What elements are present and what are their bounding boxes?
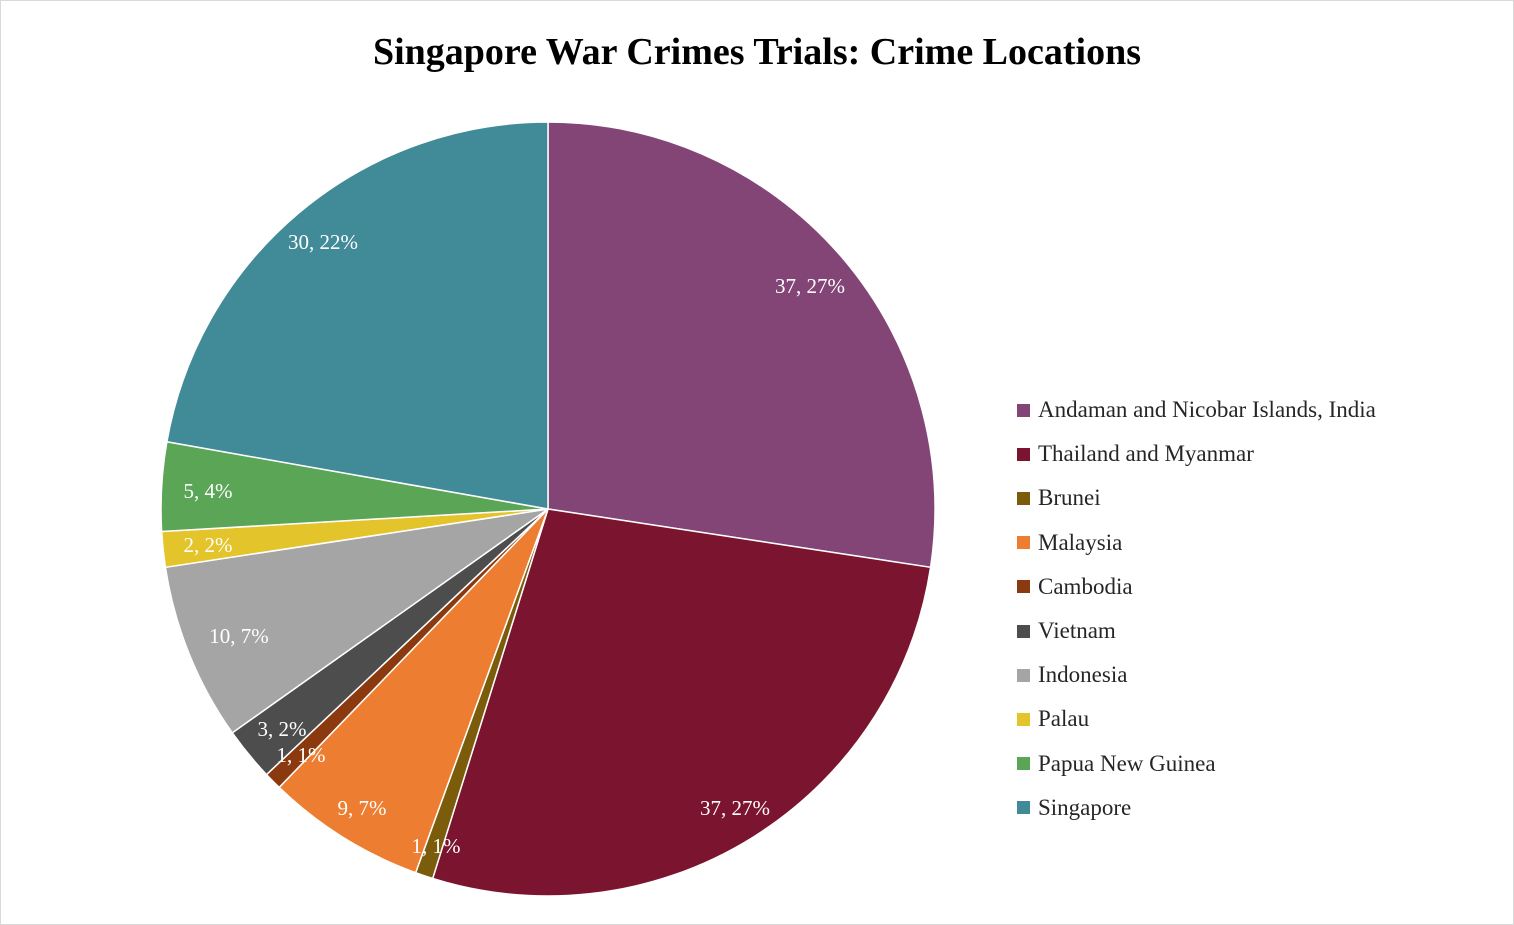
legend-label: Andaman and Nicobar Islands, India xyxy=(1038,397,1376,423)
slice-label-0: 37, 27% xyxy=(775,274,845,298)
slice-label-7: 2, 2% xyxy=(184,533,233,557)
pie-slice-9 xyxy=(166,121,549,510)
legend-label: Singapore xyxy=(1038,794,1132,820)
legend-label: Indonesia xyxy=(1038,662,1128,688)
legend-item: Cambodia xyxy=(1017,565,1376,609)
legend-swatch xyxy=(1017,403,1030,417)
legend-swatch xyxy=(1017,801,1030,815)
pie-slice-0 xyxy=(547,121,936,569)
legend-item: Papua New Guinea xyxy=(1017,742,1376,786)
legend-swatch xyxy=(1017,624,1030,638)
legend-label: Cambodia xyxy=(1038,573,1133,599)
pie-slice-1 xyxy=(431,508,932,897)
pie-slice-3 xyxy=(278,508,549,874)
legend-label: Malaysia xyxy=(1038,529,1123,555)
legend-swatch xyxy=(1017,447,1030,461)
slice-label-8: 5, 4% xyxy=(184,479,233,503)
legend-label: Brunei xyxy=(1038,485,1101,511)
legend-swatch xyxy=(1017,580,1030,594)
legend-swatch xyxy=(1017,712,1030,726)
legend-item: Andaman and Nicobar Islands, India xyxy=(1017,388,1376,432)
legend-item: Thailand and Myanmar xyxy=(1017,432,1376,476)
slice-label-3: 9, 7% xyxy=(338,796,387,820)
legend-label: Thailand and Myanmar xyxy=(1038,441,1254,467)
legend-swatch xyxy=(1017,536,1030,550)
slice-label-2: 1, 1% xyxy=(412,834,461,858)
chart-title: Singapore War Crimes Trials: Crime Locat… xyxy=(372,31,1142,73)
legend-label: Papua New Guinea xyxy=(1038,750,1216,776)
slice-label-6: 10, 7% xyxy=(209,624,269,648)
legend-item: Palau xyxy=(1017,697,1376,741)
slice-label-5: 3, 2% xyxy=(258,717,307,741)
legend-swatch xyxy=(1017,757,1030,771)
slice-label-9: 30, 22% xyxy=(288,230,358,254)
legend-item: Brunei xyxy=(1017,476,1376,520)
legend-item: Vietnam xyxy=(1017,609,1376,653)
legend-label: Vietnam xyxy=(1038,618,1116,644)
legend-item: Singapore xyxy=(1017,786,1376,830)
legend-label: Palau xyxy=(1038,706,1090,732)
slice-label-1: 37, 27% xyxy=(700,796,770,820)
legend-item: Malaysia xyxy=(1017,521,1376,565)
legend-swatch xyxy=(1017,491,1030,505)
pie-slice-6 xyxy=(164,508,549,734)
legend-swatch xyxy=(1017,668,1030,682)
legend-item: Indonesia xyxy=(1017,653,1376,697)
legend: Andaman and Nicobar Islands, India Thaila… xyxy=(1017,388,1376,830)
slice-label-4: 1, 1% xyxy=(277,743,326,767)
